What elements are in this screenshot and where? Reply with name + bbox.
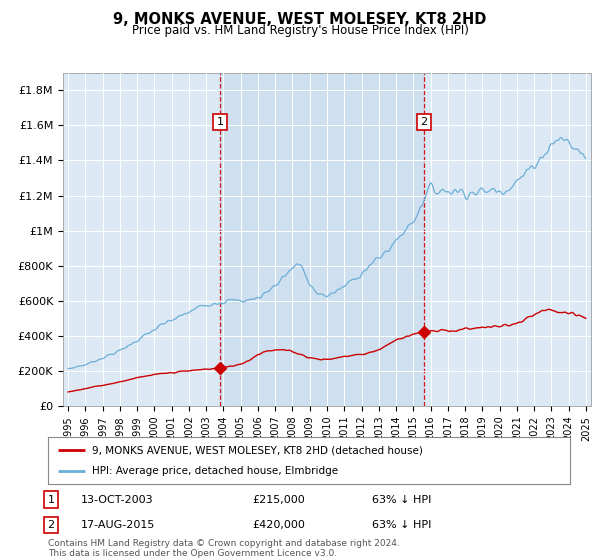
Text: 9, MONKS AVENUE, WEST MOLESEY, KT8 2HD (detached house): 9, MONKS AVENUE, WEST MOLESEY, KT8 2HD (… [92,445,423,455]
Text: HPI: Average price, detached house, Elmbridge: HPI: Average price, detached house, Elmb… [92,466,338,476]
Text: £215,000: £215,000 [252,494,305,505]
Text: 9, MONKS AVENUE, WEST MOLESEY, KT8 2HD: 9, MONKS AVENUE, WEST MOLESEY, KT8 2HD [113,12,487,27]
Text: 63% ↓ HPI: 63% ↓ HPI [372,494,431,505]
Text: £420,000: £420,000 [252,520,305,530]
Text: Contains HM Land Registry data © Crown copyright and database right 2024.
This d: Contains HM Land Registry data © Crown c… [48,539,400,558]
Text: 2: 2 [47,520,55,530]
Text: 1: 1 [217,117,223,127]
Text: 17-AUG-2015: 17-AUG-2015 [81,520,155,530]
Bar [220,73,424,406]
Text: 63% ↓ HPI: 63% ↓ HPI [372,520,431,530]
Text: 1: 1 [47,494,55,505]
Text: 2: 2 [421,117,428,127]
Text: 13-OCT-2003: 13-OCT-2003 [81,494,154,505]
Text: Price paid vs. HM Land Registry's House Price Index (HPI): Price paid vs. HM Land Registry's House … [131,24,469,38]
